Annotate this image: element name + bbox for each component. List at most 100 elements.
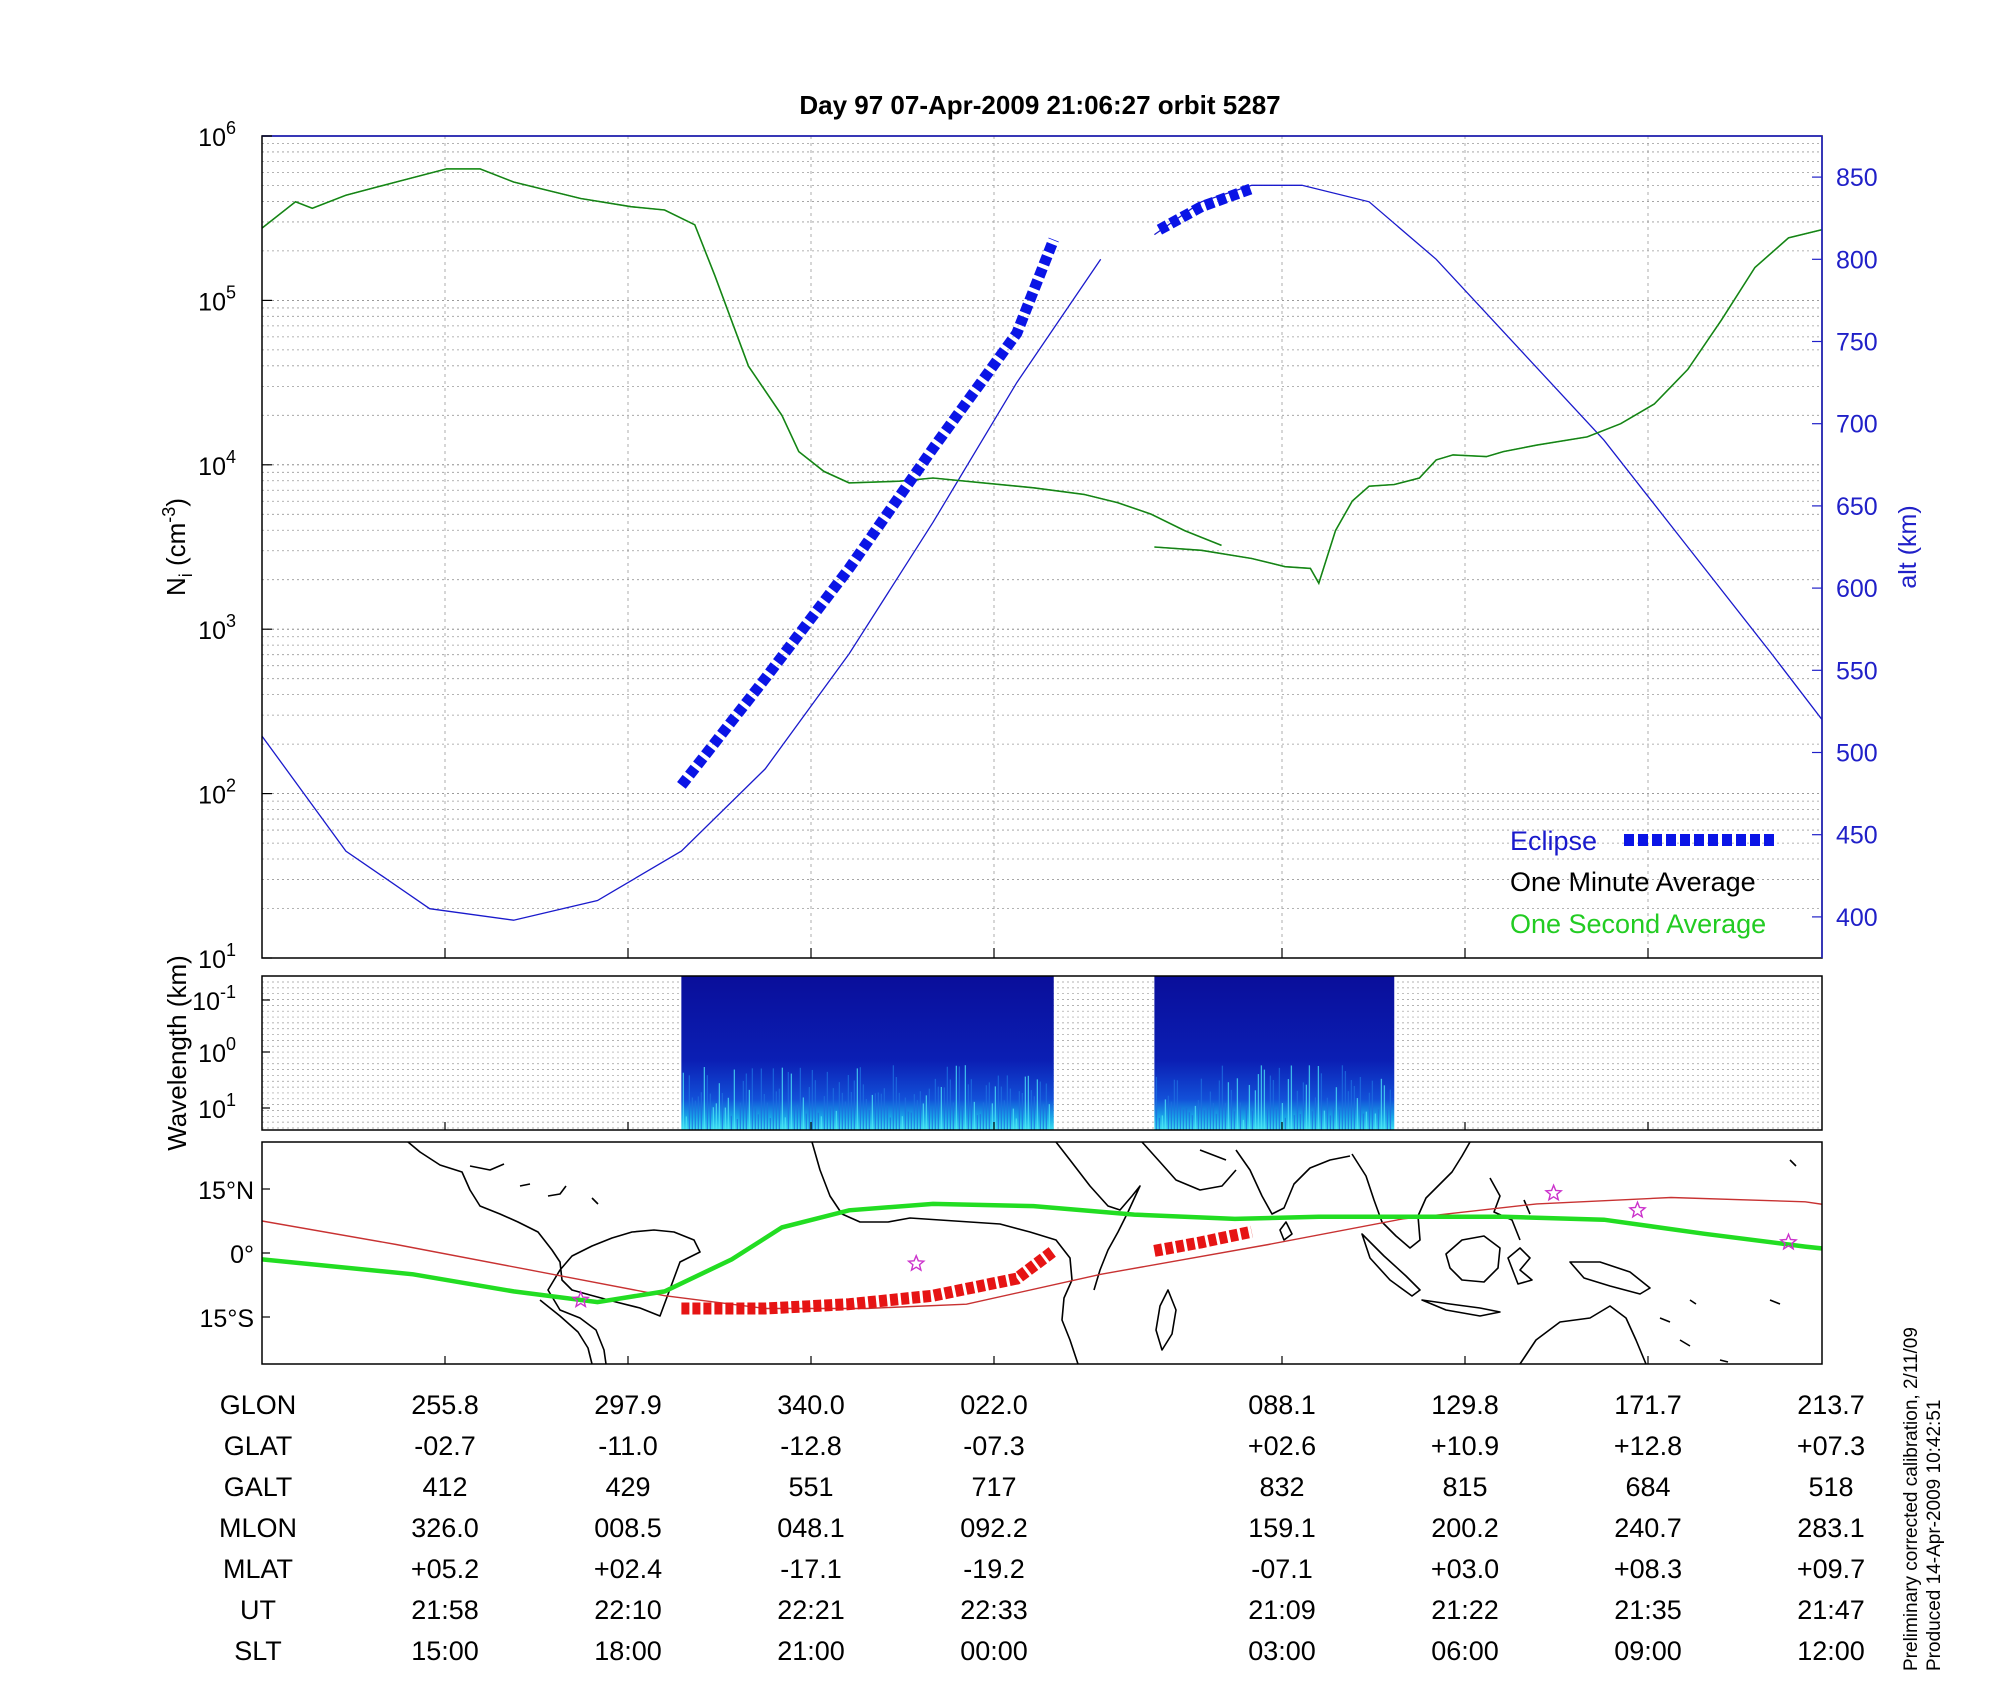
- coast-australia: [1519, 1305, 1647, 1364]
- table-cell: 159.1: [1248, 1513, 1316, 1543]
- alt-tick-label: 750: [1836, 329, 1878, 357]
- y-tick-label: 101: [198, 940, 236, 974]
- note-calibration: Preliminary corrected calibration, 2/11/…: [1901, 1327, 1922, 1671]
- y-tick-exp: 5: [226, 282, 236, 302]
- table-cell: 518: [1808, 1472, 1853, 1502]
- table-row-label: GALT: [224, 1472, 293, 1502]
- coast-india: [1235, 1149, 1351, 1215]
- table-cell: 684: [1625, 1472, 1670, 1502]
- coast-africa-horn: [1055, 1142, 1141, 1291]
- table-row-label: MLAT: [223, 1554, 293, 1584]
- table-cell: +07.3: [1797, 1431, 1865, 1461]
- map-area: [262, 1142, 1822, 1364]
- coast-south-america-west: [539, 1299, 593, 1364]
- spectrogram-block: [1154, 976, 1395, 1130]
- table-cell: 340.0: [777, 1390, 845, 1420]
- y-tick-label: 102: [198, 776, 236, 810]
- table-row-label: SLT: [234, 1636, 282, 1666]
- table-cell: 18:00: [594, 1636, 662, 1666]
- table-cell: 283.1: [1797, 1513, 1865, 1543]
- eclipse-track-segment: [1153, 1225, 1253, 1257]
- y-tick-base: 10: [198, 453, 226, 481]
- table-cell: 326.0: [411, 1513, 479, 1543]
- table-cell: 551: [788, 1472, 833, 1502]
- coast-madagascar: [1155, 1289, 1177, 1351]
- dip-equator-line: [262, 1196, 1822, 1310]
- table-cell: +12.8: [1614, 1431, 1682, 1461]
- map-lines: [262, 1183, 1822, 1315]
- station-star: [906, 1253, 926, 1272]
- table-cell: 022.0: [960, 1390, 1028, 1420]
- spec-tick-label: 100: [198, 1034, 236, 1068]
- table-cell: +08.3: [1614, 1554, 1682, 1584]
- y-tick-base: 10: [198, 288, 226, 316]
- y-tick-exp: 1: [226, 940, 236, 960]
- altitude-y-label: alt (km): [1894, 505, 1922, 588]
- spectrogram-frame: [261, 975, 1823, 1131]
- table-cell: 03:00: [1248, 1636, 1316, 1666]
- ground-track-panel: 15°N 0° 15°S: [198, 1122, 1823, 1365]
- table-cell: -02.7: [414, 1431, 476, 1461]
- table-cell: 815: [1442, 1472, 1487, 1502]
- table-cell: 213.7: [1797, 1390, 1865, 1420]
- spectrogram-blocks: [681, 976, 1395, 1130]
- legend-second-label: One Second Average: [1510, 909, 1766, 939]
- density-minute-line: [262, 168, 1222, 547]
- table-cell: 200.2: [1431, 1513, 1499, 1543]
- density-y-label-sub: i: [176, 573, 196, 577]
- legend: Eclipse One Minute Average One Second Av…: [1510, 826, 1775, 939]
- coast-new-guinea: [1569, 1261, 1651, 1295]
- table-cell: 297.9: [594, 1390, 662, 1420]
- alt-tick-label: 400: [1836, 904, 1878, 932]
- spec-tick-base: 10: [198, 1040, 226, 1068]
- y-tick-base: 10: [198, 782, 226, 810]
- density-y-label-unit-post: ): [161, 498, 191, 507]
- table-cell: 12:00: [1797, 1636, 1865, 1666]
- table-cell: -11.0: [598, 1431, 658, 1461]
- y-tick-base: 10: [198, 124, 226, 152]
- station-star: [1544, 1183, 1564, 1202]
- coast-arabia: [1141, 1142, 1237, 1191]
- altitude-line: [262, 258, 1102, 921]
- table-cell: 21:47: [1797, 1595, 1865, 1625]
- table-cell: 171.7: [1614, 1390, 1682, 1420]
- alt-tick-label: 850: [1836, 164, 1878, 192]
- coast-srilanka: [1279, 1221, 1293, 1241]
- table-cell: 21:22: [1431, 1595, 1499, 1625]
- y-tick-label: 105: [198, 282, 236, 316]
- table-row-label: GLON: [220, 1390, 297, 1420]
- chart-title: Day 97 07-Apr-2009 21:06:27 orbit 5287: [799, 90, 1280, 120]
- table-cell: -17.1: [780, 1554, 842, 1584]
- table-cell: 21:58: [411, 1595, 479, 1625]
- spec-tick-base: 10: [192, 988, 220, 1016]
- coast-sulawesi: [1507, 1247, 1533, 1285]
- coast-pacific-islands: [1659, 1159, 1797, 1363]
- spec-tick-exp: 1: [226, 1090, 236, 1110]
- table-cell: +02.4: [594, 1554, 662, 1584]
- table-cell: 088.1: [1248, 1390, 1316, 1420]
- table-cell: 22:33: [960, 1595, 1028, 1625]
- table-cell: -19.2: [963, 1554, 1025, 1584]
- table-row-label: UT: [240, 1595, 276, 1625]
- coast-borneo: [1445, 1235, 1501, 1283]
- station-star: [1778, 1232, 1798, 1251]
- table-cell: 06:00: [1431, 1636, 1499, 1666]
- note-produced: Produced 14-Apr-2009 10:42:51: [1924, 1400, 1945, 1671]
- y-tick-exp: 4: [226, 447, 236, 467]
- alt-tick-label: 550: [1836, 657, 1878, 685]
- y-tick-exp: 6: [226, 118, 236, 138]
- alt-tick-label: 800: [1836, 246, 1878, 274]
- table-cell: 21:35: [1614, 1595, 1682, 1625]
- ephemeris-table: GLON 255.8 297.9 340.0 022.0 088.1 129.8 171.7 2…: [219, 1390, 1865, 1666]
- y-tick-base: 10: [198, 946, 226, 974]
- table-cell: 09:00: [1614, 1636, 1682, 1666]
- alt-tick-label: 450: [1836, 822, 1878, 850]
- table-cell: 22:21: [777, 1595, 845, 1625]
- lat-tick-label: 0°: [230, 1241, 254, 1269]
- eclipse-segment: [677, 237, 1059, 789]
- table-cell: +10.9: [1431, 1431, 1499, 1461]
- density-y-label-unit-exp: -3: [159, 507, 179, 523]
- table-cell: 00:00: [960, 1636, 1028, 1666]
- lat-tick-label: 15°N: [198, 1177, 254, 1205]
